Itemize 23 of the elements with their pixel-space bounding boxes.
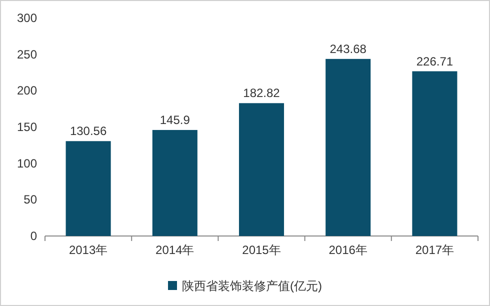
x-tick-label: 2014年 — [156, 243, 194, 257]
bar — [326, 58, 371, 236]
bar — [152, 130, 198, 236]
y-tick-label: 50 — [24, 192, 38, 207]
data-label: 226.71 — [416, 54, 454, 68]
data-label: 145.9 — [160, 112, 190, 127]
y-tick-label: 250 — [16, 47, 38, 62]
y-tick-label: 200 — [16, 84, 38, 98]
legend-label: 陕西省装饰装修产值(亿元) — [182, 279, 322, 293]
x-tick-label: 2017年 — [415, 243, 454, 257]
x-tick-label: 2015年 — [242, 243, 281, 257]
bar — [238, 103, 284, 236]
data-label: 243.68 — [330, 42, 367, 56]
x-tick-label: 2013年 — [68, 243, 108, 257]
bar — [412, 71, 458, 236]
y-tick-label: 150 — [16, 120, 38, 134]
bar — [66, 141, 111, 236]
y-tick-label: 300 — [16, 11, 38, 25]
data-label: 182.82 — [243, 86, 280, 100]
y-tick-label: 100 — [16, 156, 38, 170]
y-tick-label: 0 — [30, 229, 38, 243]
x-tick-label: 2016年 — [328, 243, 368, 257]
data-label: 130.56 — [70, 124, 107, 138]
